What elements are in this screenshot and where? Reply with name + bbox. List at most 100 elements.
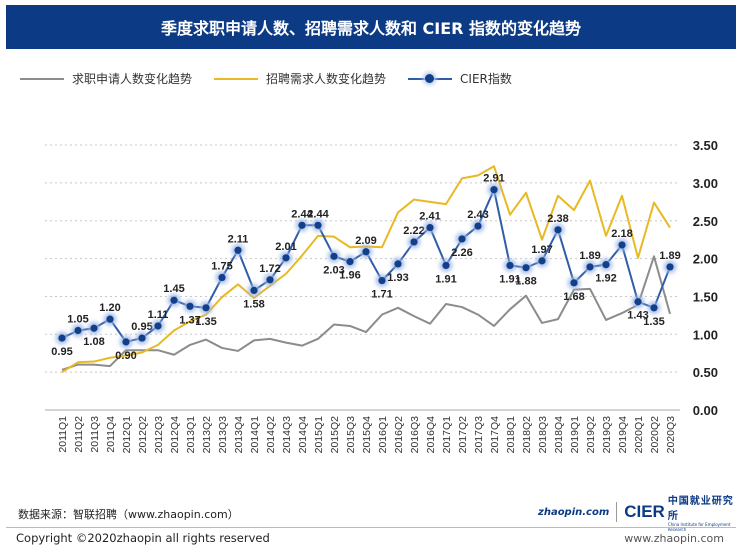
cier-marker — [298, 221, 306, 229]
x-tick-label: 2014Q2 — [265, 416, 277, 454]
cier-data-label: 1.96 — [339, 270, 360, 282]
x-tick-label: 2018Q3 — [537, 416, 549, 454]
x-tick-label: 2012Q2 — [137, 416, 149, 454]
cier-marker — [442, 261, 450, 270]
legend-swatch-applicants — [20, 77, 64, 80]
data-source: 数据来源：智联招聘（www.zhaopin.com） — [18, 508, 239, 521]
x-tick-label: 2020Q2 — [649, 416, 661, 454]
cier-marker — [378, 276, 386, 285]
cier-data-label: 2.41 — [419, 211, 440, 223]
x-tick-label: 2020Q3 — [665, 416, 677, 454]
x-tick-label: 2014Q4 — [297, 416, 309, 454]
cier-data-label: 2.18 — [611, 228, 632, 240]
cier-marker — [538, 257, 546, 265]
cier-marker — [106, 315, 114, 323]
cier-data-label: 1.91 — [499, 273, 520, 285]
cier-marker — [186, 302, 194, 310]
cier-data-label: 2.38 — [547, 213, 568, 225]
cier-marker — [362, 248, 370, 256]
x-tick-label: 2016Q2 — [393, 416, 405, 454]
cier-marker — [634, 298, 642, 306]
x-tick-label: 2018Q1 — [505, 416, 517, 454]
cier-marker — [154, 322, 162, 330]
cier-data-label: 1.97 — [531, 244, 552, 256]
cier-marker — [250, 286, 258, 294]
cier-data-label: 1.75 — [211, 261, 232, 273]
cier-data-label: 2.01 — [275, 241, 296, 253]
x-tick-label: 2012Q1 — [121, 416, 133, 454]
cier-data-label: 2.03 — [323, 264, 344, 276]
cier-data-label: 1.11 — [148, 309, 169, 321]
cier-data-label: 2.26 — [451, 247, 472, 259]
x-tick-label: 2017Q1 — [441, 416, 453, 454]
x-tick-label: 2017Q3 — [473, 416, 485, 454]
cier-marker — [314, 221, 322, 229]
y-tick-label: 2.50 — [693, 214, 718, 229]
x-tick-label: 2013Q2 — [201, 416, 213, 454]
y-tick-label: 1.50 — [693, 289, 718, 304]
legend-item-demand: 招聘需求人数变化趋势 — [214, 70, 386, 87]
cier-data-label: 2.91 — [483, 173, 504, 185]
y-tick-label: 3.00 — [693, 176, 718, 191]
cier-data-label: 1.92 — [595, 273, 616, 285]
cier-marker — [330, 252, 338, 260]
cier-marker — [650, 304, 658, 312]
cier-data-label: 2.22 — [403, 225, 424, 237]
cier-marker — [74, 326, 82, 335]
cier-logo-text: 中国就业研究所 China Institute for Employment R… — [668, 492, 742, 532]
x-tick-label: 2011Q4 — [105, 416, 117, 453]
cier-data-label: 1.20 — [99, 302, 120, 314]
x-tick-label: 2016Q4 — [425, 416, 437, 454]
footer-url[interactable]: www.zhaopin.com — [624, 532, 724, 545]
logo-divider — [616, 502, 618, 522]
cier-data-label: 1.35 — [643, 316, 664, 328]
cier-data-label: 2.44 — [307, 208, 329, 220]
legend-marker-cier — [425, 73, 435, 83]
cier-data-label: 0.95 — [131, 321, 152, 333]
cier-marker — [218, 273, 226, 282]
cier-data-label: 1.71 — [371, 289, 392, 301]
cier-marker — [618, 241, 626, 249]
x-tick-label: 2017Q4 — [489, 416, 501, 454]
cier-data-label: 1.89 — [579, 250, 600, 262]
applicants-line — [61, 255, 671, 371]
x-tick-label: 2019Q1 — [569, 416, 581, 454]
x-tick-label: 2019Q4 — [617, 416, 629, 454]
legend-swatch-cier — [408, 73, 453, 83]
cier-data-label: 1.68 — [563, 291, 584, 303]
chart-title-banner: 季度求职申请人数、招聘需求人数和 CIER 指数的变化趋势 — [6, 5, 736, 49]
cier-logo-en: China Institute for Employment Research — [667, 522, 731, 532]
x-tick-label: 2011Q2 — [73, 416, 85, 453]
y-tick-label: 0.00 — [693, 403, 718, 418]
cier-marker — [490, 186, 498, 194]
cier-marker — [234, 246, 242, 254]
x-tick-label: 2014Q1 — [249, 416, 261, 454]
cier-data-label: 1.08 — [83, 336, 104, 348]
cier-logo-cn: 中国就业研究所 — [667, 496, 734, 522]
cier-marker — [586, 263, 594, 271]
x-tick-label: 2017Q2 — [457, 416, 469, 454]
legend-swatch-demand — [214, 77, 259, 80]
legend: 求职申请人数变化趋势 招聘需求人数变化趋势 CIER指数 — [20, 70, 534, 87]
cier-marker — [602, 261, 610, 269]
y-tick-label: 2.00 — [693, 252, 718, 267]
cier-marker — [138, 334, 146, 342]
cier-data-label: 0.90 — [115, 350, 136, 362]
cier-marker — [346, 258, 354, 266]
y-tick-label: 1.00 — [693, 327, 718, 342]
cier-data-label: 1.89 — [659, 250, 680, 262]
x-tick-label: 2016Q1 — [377, 416, 389, 454]
x-tick-label: 2014Q3 — [281, 416, 293, 454]
cier-logo: CIER — [624, 502, 665, 521]
cier-marker — [394, 260, 402, 268]
cier-data-label: 2.11 — [228, 233, 249, 245]
cier-data-label: 1.91 — [435, 273, 456, 285]
cier-marker — [202, 304, 210, 312]
cier-data-label: 1.05 — [67, 314, 88, 326]
y-tick-label: 0.50 — [693, 365, 718, 380]
zhaopin-logo: zhaopin.com — [538, 500, 609, 521]
x-tick-label: 2015Q2 — [329, 416, 341, 454]
x-tick-label: 2019Q2 — [585, 416, 597, 454]
legend-label-applicants: 求职申请人数变化趋势 — [72, 72, 193, 86]
cier-marker — [458, 235, 466, 243]
